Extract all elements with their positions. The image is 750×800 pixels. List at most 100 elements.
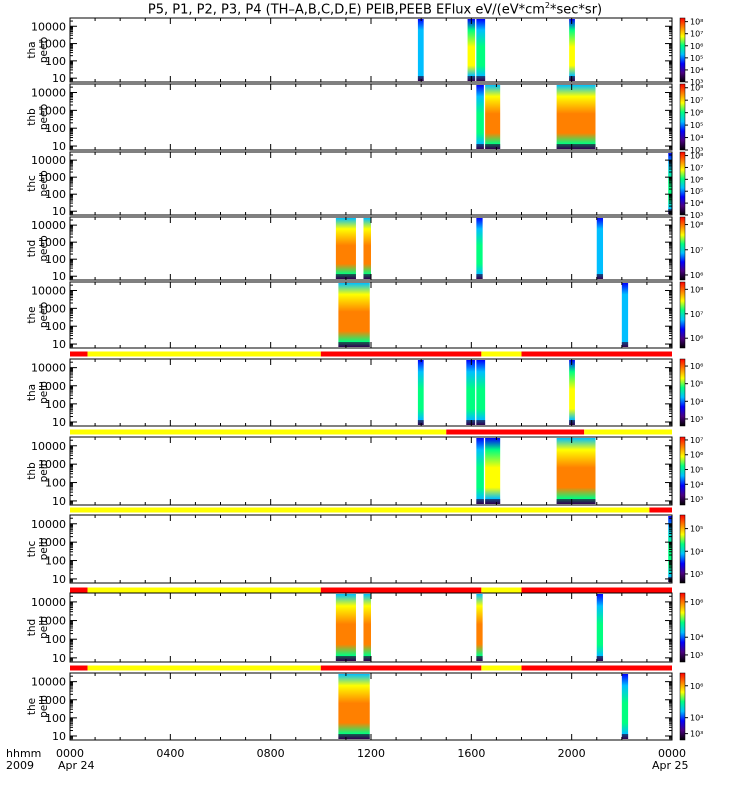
data-burst <box>569 19 575 81</box>
colorbar-label: 10⁷ <box>690 96 703 105</box>
colorbar-label: 10⁷ <box>690 310 703 319</box>
data-burst-fringe <box>417 76 424 81</box>
y-tick-label: 10000 <box>31 219 66 232</box>
y-tick-label: 1000 <box>38 536 66 549</box>
mode-segment-3 <box>481 665 522 671</box>
y-tick-label: 100 <box>45 633 66 646</box>
y-tick-label: 10 <box>52 573 66 586</box>
x-tick-label: 1200 <box>357 747 385 760</box>
data-burst <box>363 594 371 661</box>
y-tick-label: 1000 <box>38 458 66 471</box>
y-tick-label: 10 <box>52 205 66 218</box>
y-tick-label: 10 <box>52 652 66 665</box>
mode-segment-1 <box>87 665 321 671</box>
panel-label-probe: thd <box>26 619 38 636</box>
panel-label-probe: thb <box>26 108 38 126</box>
data-burst-fringe <box>485 144 501 149</box>
y-tick-label: 100 <box>45 477 66 490</box>
colorbar-label: 10⁷ <box>690 246 703 255</box>
y-tick-label: 10000 <box>31 596 66 609</box>
data-burst-fringe <box>335 656 356 661</box>
panel-label-product: peeb <box>38 235 50 262</box>
y-tick-label: 10000 <box>31 285 66 298</box>
colorbar <box>679 592 686 663</box>
y-tick-label: 10 <box>52 270 66 283</box>
panel-label-probe: tha <box>26 41 38 58</box>
colorbar-label: 10⁸ <box>690 18 703 27</box>
data-burst-fringe <box>621 342 629 347</box>
mode-segment-1 <box>446 429 585 435</box>
x-tick-label: 1600 <box>457 747 485 760</box>
panel-label-probe: thc <box>26 541 38 558</box>
y-tick-label: 1000 <box>38 302 66 315</box>
data-burst <box>485 438 501 504</box>
panel-tha-peeb: 10 100 1000 10000 tha peeb 10⁸ 10⁷ 10⁶ 10⁵ 10⁴ 10³ <box>26 17 703 87</box>
chart-title-tail: *sec*sr) <box>550 2 603 18</box>
y-tick-label: 10 <box>52 730 66 743</box>
y-tick-label: 100 <box>45 712 66 725</box>
mode-segment-0 <box>70 587 88 593</box>
colorbar-label: 10⁶ <box>690 362 703 371</box>
chart-title-exponent: 2 <box>544 1 551 10</box>
colorbar-label: 10³ <box>690 730 703 739</box>
colorbar-label: 10⁵ <box>690 54 703 63</box>
colorbar <box>679 672 686 741</box>
colorbar-label: 10⁴ <box>690 547 703 556</box>
colorbar-label: 10⁴ <box>690 199 703 208</box>
panel-thc-peib: 10 100 1000 10000 thc peib 10⁵ 10⁴ 10³ <box>26 507 703 586</box>
y-tick-label: 100 <box>45 253 66 266</box>
x-row-label-year: 2009 <box>6 759 34 772</box>
colorbar-label: 10⁷ <box>690 436 703 445</box>
colorbar-label: 10⁶ <box>690 334 703 343</box>
mode-segment-2 <box>584 429 672 435</box>
data-burst-fringe <box>476 656 483 661</box>
data-burst-fringe <box>363 274 371 279</box>
data-burst-fringe <box>335 274 356 279</box>
panel-frame <box>69 17 673 83</box>
colorbar <box>679 216 686 281</box>
data-burst-fringe <box>556 499 596 504</box>
data-burst-fringe <box>417 420 424 425</box>
data-burst <box>621 674 629 739</box>
x-tick-label: 0000 <box>658 747 686 760</box>
x-tick-label: 0000 <box>56 747 84 760</box>
colorbar-label: 10⁴ <box>690 134 703 143</box>
y-tick-label: 1000 <box>38 615 66 628</box>
y-tick-label: 10000 <box>31 518 66 531</box>
panel-label-product: peib <box>38 616 50 639</box>
colorbar-label: 10⁶ <box>690 598 703 607</box>
y-tick-label: 100 <box>45 555 66 568</box>
data-burst-fringe <box>466 420 476 425</box>
panel-tha-peib: 10 100 1000 10000 tha peib 10⁶ 10⁵ 10⁴ 10³ <box>26 351 703 429</box>
panel-label-probe: thb <box>26 462 38 480</box>
colorbar-label: 10⁶ <box>690 271 703 280</box>
data-burst <box>363 218 371 279</box>
y-tick-label: 10000 <box>31 154 66 167</box>
x-date-end: Apr 25 <box>652 759 689 772</box>
x-date-start: Apr 24 <box>58 759 95 772</box>
y-tick-label: 10000 <box>31 440 66 453</box>
data-burst-fringe <box>338 342 370 347</box>
data-burst-fringe <box>476 274 483 279</box>
data-burst-fringe <box>485 499 501 504</box>
data-burst <box>338 283 370 347</box>
panel-the-peeb: 10 100 1000 10000 the peeb 10⁸ 10⁷ 10⁶ <box>26 281 703 351</box>
colorbar-label: 10⁷ <box>690 163 703 172</box>
panel-label-product: peeb <box>38 170 50 197</box>
mode-segment-1 <box>87 587 321 593</box>
colorbar-label: 10⁸ <box>690 285 703 294</box>
chart-title-main: P5, P1, P2, P3, P4 (TH–A,B,C,D,E) PEIB,P… <box>147 2 545 18</box>
y-tick-label: 10000 <box>31 676 66 689</box>
colorbar-label: 10⁶ <box>690 682 703 691</box>
mode-segment-2 <box>320 587 482 593</box>
colorbar-label: 10³ <box>690 78 703 87</box>
y-tick-label: 1000 <box>38 104 66 117</box>
mode-segment-0 <box>70 507 650 513</box>
panel-thb-peeb: 10 100 1000 10000 thb peeb 10⁸ 10⁷ 10⁶ 10⁵ 10⁴ 10³ <box>26 83 703 155</box>
panel-label-product: peeb <box>38 104 50 131</box>
y-tick-label: 1000 <box>38 380 66 393</box>
colorbar-label: 10³ <box>690 146 703 155</box>
y-tick-label: 10 <box>52 495 66 508</box>
